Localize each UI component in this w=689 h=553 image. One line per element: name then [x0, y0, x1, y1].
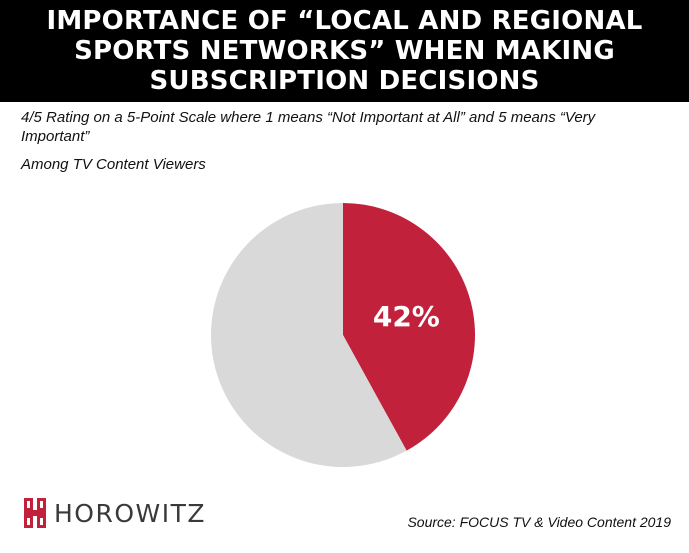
pie-slices: 42% — [210, 203, 475, 467]
title-bar: IMPORTANCE OF “LOCAL AND REGIONAL SPORTS… — [0, 0, 689, 102]
chart-title: IMPORTANCE OF “LOCAL AND REGIONAL SPORTS… — [46, 6, 643, 96]
horowitz-logo: HOROWITZ — [24, 497, 206, 529]
pie-slice-0 — [343, 203, 475, 451]
pie-slice-1 — [210, 203, 407, 467]
pie-slice-label-0: 42% — [373, 300, 440, 333]
audience-note: Among TV Content Viewers — [21, 156, 206, 173]
horowitz-logo-mark-icon — [24, 498, 46, 528]
source-note: Source: FOCUS TV & Video Content 2019 — [407, 514, 671, 530]
pie-chart: 42% — [210, 203, 475, 467]
horowitz-wordmark: HOROWITZ — [54, 498, 207, 528]
chart-subtitle: 4/5 Rating on a 5-Point Scale where 1 me… — [21, 109, 596, 145]
